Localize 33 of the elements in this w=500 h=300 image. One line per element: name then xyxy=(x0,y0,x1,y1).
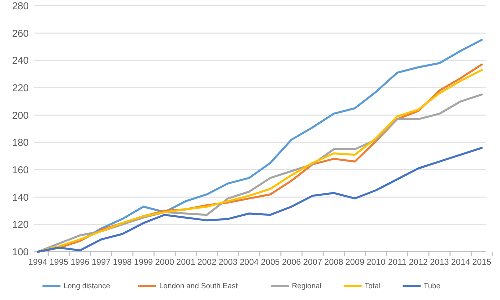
x-tick-label: 2003 xyxy=(218,257,238,267)
y-tick-label: 140 xyxy=(12,192,30,204)
x-tick-label: 1999 xyxy=(134,257,154,267)
y-tick-label: 160 xyxy=(12,166,30,176)
x-tick-label: 2006 xyxy=(282,257,302,267)
x-tick-label: 1998 xyxy=(113,257,132,267)
x-tick-label: 2013 xyxy=(430,257,450,267)
y-tick-label: 280 xyxy=(12,2,30,12)
x-tick-label: 1997 xyxy=(92,257,112,267)
x-tick-label: 2011 xyxy=(388,257,407,267)
x-tick-label: 2002 xyxy=(198,257,217,267)
x-tick-label: 2010 xyxy=(366,257,386,267)
x-tick-label: 1996 xyxy=(70,257,90,267)
x-tick-label: 1995 xyxy=(50,257,69,267)
x-tick-label: 2004 xyxy=(240,257,260,267)
x-tick-label: 2015 xyxy=(472,257,492,267)
y-tick-label: 260 xyxy=(12,28,30,40)
y-tick-label: 100 xyxy=(12,248,30,258)
x-tick-label: 1994 xyxy=(28,257,48,267)
x-tick-label: 2007 xyxy=(303,257,323,267)
x-tick-label: 2005 xyxy=(261,257,280,267)
x-tick-label: 2012 xyxy=(409,257,428,267)
y-tick-label: 200 xyxy=(12,110,30,122)
x-tick-label: 2000 xyxy=(155,257,175,267)
y-tick-label: 240 xyxy=(12,56,30,68)
line-series xyxy=(37,147,483,253)
y-tick-label: 220 xyxy=(12,84,30,94)
y-tick-label: 180 xyxy=(12,138,30,150)
y-tick-label: 120 xyxy=(12,220,30,232)
x-tick-label: 2001 xyxy=(176,257,196,267)
x-tick-label: 2014 xyxy=(451,257,471,267)
x-tick-label: 2008 xyxy=(324,257,344,267)
x-tick-label: 2009 xyxy=(346,257,365,267)
